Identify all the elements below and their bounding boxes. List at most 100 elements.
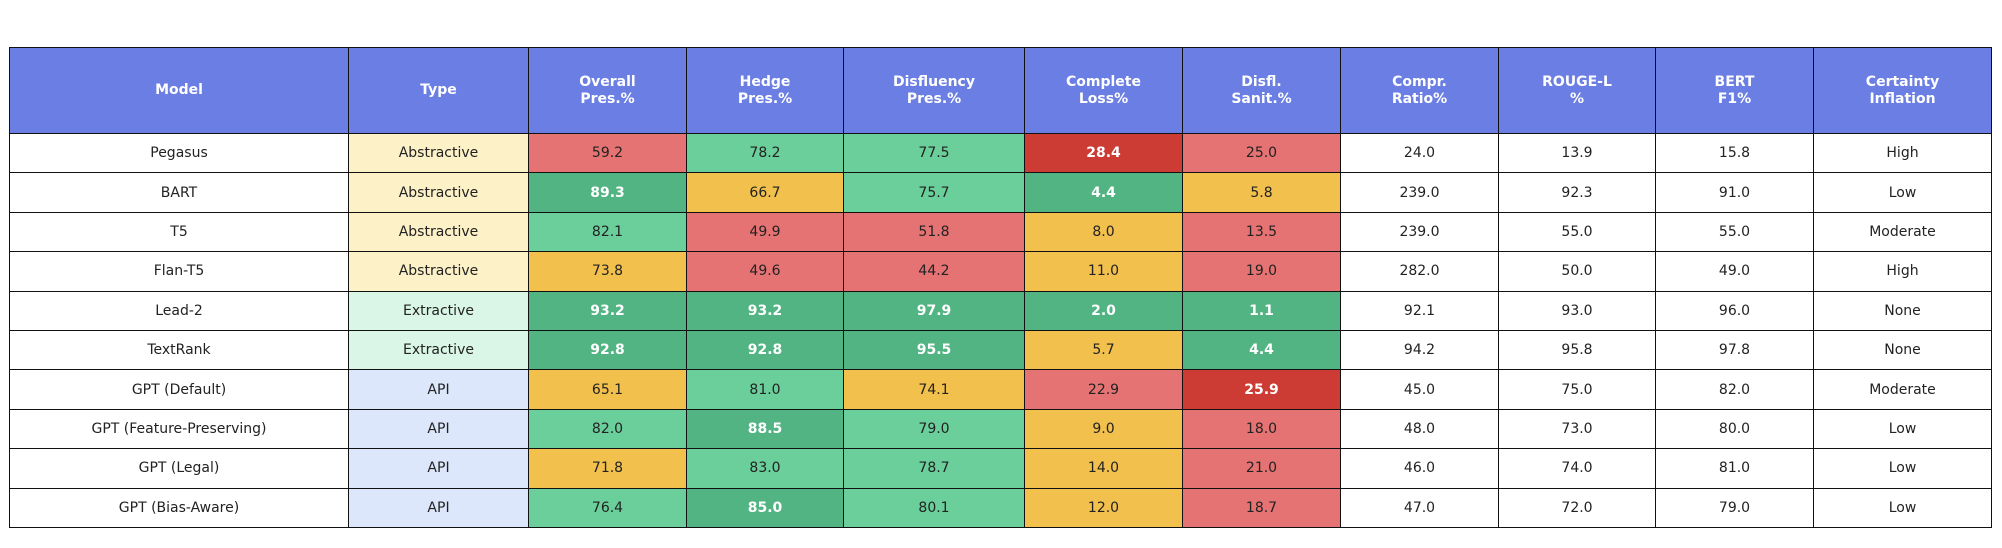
table-row: Pegasus Abstractive 59.2 78.2 77.5 28.4 25.0 24… <box>9 132 1992 174</box>
cell-type: Extractive <box>348 329 529 371</box>
cell-compr-ratio: 47.0 <box>1340 487 1499 528</box>
cell-complete-loss: 11.0 <box>1024 251 1183 292</box>
cell-overall-pres: 73.8 <box>528 251 687 292</box>
column-header-disfl-sanit: Disfl. Sanit.% <box>1182 47 1341 134</box>
cell-disfl-sanit: 19.0 <box>1182 251 1341 292</box>
table-row: Flan-T5 Abstractive 73.8 49.6 44.2 11.0 19.0 28… <box>9 251 1992 292</box>
cell-complete-loss: 9.0 <box>1024 408 1183 450</box>
column-header-complete-loss: Complete Loss% <box>1024 47 1183 134</box>
cell-complete-loss: 22.9 <box>1024 369 1183 410</box>
cell-rouge-l: 55.0 <box>1498 211 1656 253</box>
cell-bert-f1: 49.0 <box>1655 251 1814 292</box>
cell-rouge-l: 95.8 <box>1498 329 1656 371</box>
cell-disfluency-pres: 79.0 <box>843 408 1025 450</box>
cell-complete-loss: 2.0 <box>1024 290 1183 331</box>
cell-compr-ratio: 282.0 <box>1340 251 1499 292</box>
cell-rouge-l: 73.0 <box>1498 408 1656 450</box>
cell-compr-ratio: 48.0 <box>1340 408 1499 450</box>
cell-overall-pres: 89.3 <box>528 172 687 213</box>
cell-rouge-l: 13.9 <box>1498 132 1656 174</box>
cell-model: T5 <box>9 211 349 253</box>
cell-certainty-inflation: None <box>1813 329 1992 371</box>
cell-overall-pres: 71.8 <box>528 448 687 489</box>
cell-disfl-sanit: 25.0 <box>1182 132 1341 174</box>
cell-rouge-l: 72.0 <box>1498 487 1656 528</box>
column-header-overall-pres: Overall Pres.% <box>528 47 687 134</box>
column-header-bert-f1: BERT F1% <box>1655 47 1814 134</box>
cell-bert-f1: 79.0 <box>1655 487 1814 528</box>
cell-disfluency-pres: 80.1 <box>843 487 1025 528</box>
cell-type: API <box>348 487 529 528</box>
cell-rouge-l: 50.0 <box>1498 251 1656 292</box>
cell-hedge-pres: 93.2 <box>686 290 844 331</box>
cell-model: Lead-2 <box>9 290 349 331</box>
cell-compr-ratio: 239.0 <box>1340 172 1499 213</box>
cell-hedge-pres: 83.0 <box>686 448 844 489</box>
cell-overall-pres: 82.1 <box>528 211 687 253</box>
column-header-disfluency-pres: Disfluency Pres.% <box>843 47 1025 134</box>
cell-complete-loss: 5.7 <box>1024 329 1183 371</box>
cell-type: Abstractive <box>348 132 529 174</box>
cell-disfl-sanit: 5.8 <box>1182 172 1341 213</box>
cell-model: GPT (Bias-Aware) <box>9 487 349 528</box>
cell-compr-ratio: 24.0 <box>1340 132 1499 174</box>
cell-disfluency-pres: 95.5 <box>843 329 1025 371</box>
table-row: Lead-2 Extractive 93.2 93.2 97.9 2.0 1.1 92.1 93… <box>9 290 1992 331</box>
table-body: Pegasus Abstractive 59.2 78.2 77.5 28.4 25.0 24… <box>9 132 1992 528</box>
table-row: GPT (Legal) API 71.8 83.0 78.7 14.0 21.0 46.0 74… <box>9 448 1992 489</box>
cell-complete-loss: 8.0 <box>1024 211 1183 253</box>
table-row: TextRank Extractive 92.8 92.8 95.5 5.7 4.4 94.2… <box>9 329 1992 371</box>
column-header-hedge-pres: Hedge Pres.% <box>686 47 844 134</box>
cell-disfluency-pres: 51.8 <box>843 211 1025 253</box>
cell-compr-ratio: 92.1 <box>1340 290 1499 331</box>
cell-rouge-l: 93.0 <box>1498 290 1656 331</box>
table-row: GPT (Default) API 65.1 81.0 74.1 22.9 25.9 45.0… <box>9 369 1992 410</box>
cell-hedge-pres: 49.9 <box>686 211 844 253</box>
cell-hedge-pres: 66.7 <box>686 172 844 213</box>
cell-type: API <box>348 448 529 489</box>
cell-bert-f1: 97.8 <box>1655 329 1814 371</box>
cell-type: API <box>348 408 529 450</box>
cell-rouge-l: 92.3 <box>1498 172 1656 213</box>
cell-certainty-inflation: Moderate <box>1813 369 1992 410</box>
cell-hedge-pres: 88.5 <box>686 408 844 450</box>
cell-certainty-inflation: Low <box>1813 487 1992 528</box>
cell-disfluency-pres: 77.5 <box>843 132 1025 174</box>
cell-hedge-pres: 85.0 <box>686 487 844 528</box>
cell-model: BART <box>9 172 349 213</box>
cell-certainty-inflation: None <box>1813 290 1992 331</box>
cell-hedge-pres: 92.8 <box>686 329 844 371</box>
cell-disfl-sanit: 1.1 <box>1182 290 1341 331</box>
cell-complete-loss: 12.0 <box>1024 487 1183 528</box>
cell-disfl-sanit: 4.4 <box>1182 329 1341 371</box>
cell-certainty-inflation: Low <box>1813 172 1992 213</box>
cell-overall-pres: 59.2 <box>528 132 687 174</box>
cell-compr-ratio: 45.0 <box>1340 369 1499 410</box>
cell-compr-ratio: 94.2 <box>1340 329 1499 371</box>
cell-model: Pegasus <box>9 132 349 174</box>
cell-disfl-sanit: 13.5 <box>1182 211 1341 253</box>
cell-bert-f1: 82.0 <box>1655 369 1814 410</box>
cell-certainty-inflation: Low <box>1813 448 1992 489</box>
cell-model: GPT (Legal) <box>9 448 349 489</box>
cell-compr-ratio: 239.0 <box>1340 211 1499 253</box>
cell-bert-f1: 80.0 <box>1655 408 1814 450</box>
table-row: GPT (Feature-Preserving) API 82.0 88.5 79.0 9… <box>9 408 1992 450</box>
table-row: GPT (Bias-Aware) API 76.4 85.0 80.1 12.0 18.7 4… <box>9 487 1992 528</box>
cell-disfluency-pres: 44.2 <box>843 251 1025 292</box>
column-header-rouge-l: ROUGE-L % <box>1498 47 1656 134</box>
cell-rouge-l: 75.0 <box>1498 369 1656 410</box>
cell-hedge-pres: 81.0 <box>686 369 844 410</box>
cell-certainty-inflation: Moderate <box>1813 211 1992 253</box>
cell-disfl-sanit: 18.0 <box>1182 408 1341 450</box>
cell-certainty-inflation: High <box>1813 251 1992 292</box>
cell-bert-f1: 55.0 <box>1655 211 1814 253</box>
cell-complete-loss: 28.4 <box>1024 132 1183 174</box>
cell-certainty-inflation: High <box>1813 132 1992 174</box>
column-header-type: Type <box>348 47 529 134</box>
cell-complete-loss: 4.4 <box>1024 172 1183 213</box>
cell-bert-f1: 81.0 <box>1655 448 1814 489</box>
column-header-certainty-inflation: Certainty Inflation <box>1813 47 1992 134</box>
table-row: T5 Abstractive 82.1 49.9 51.8 8.0 13.5 239.0 55.… <box>9 211 1992 253</box>
cell-disfluency-pres: 97.9 <box>843 290 1025 331</box>
